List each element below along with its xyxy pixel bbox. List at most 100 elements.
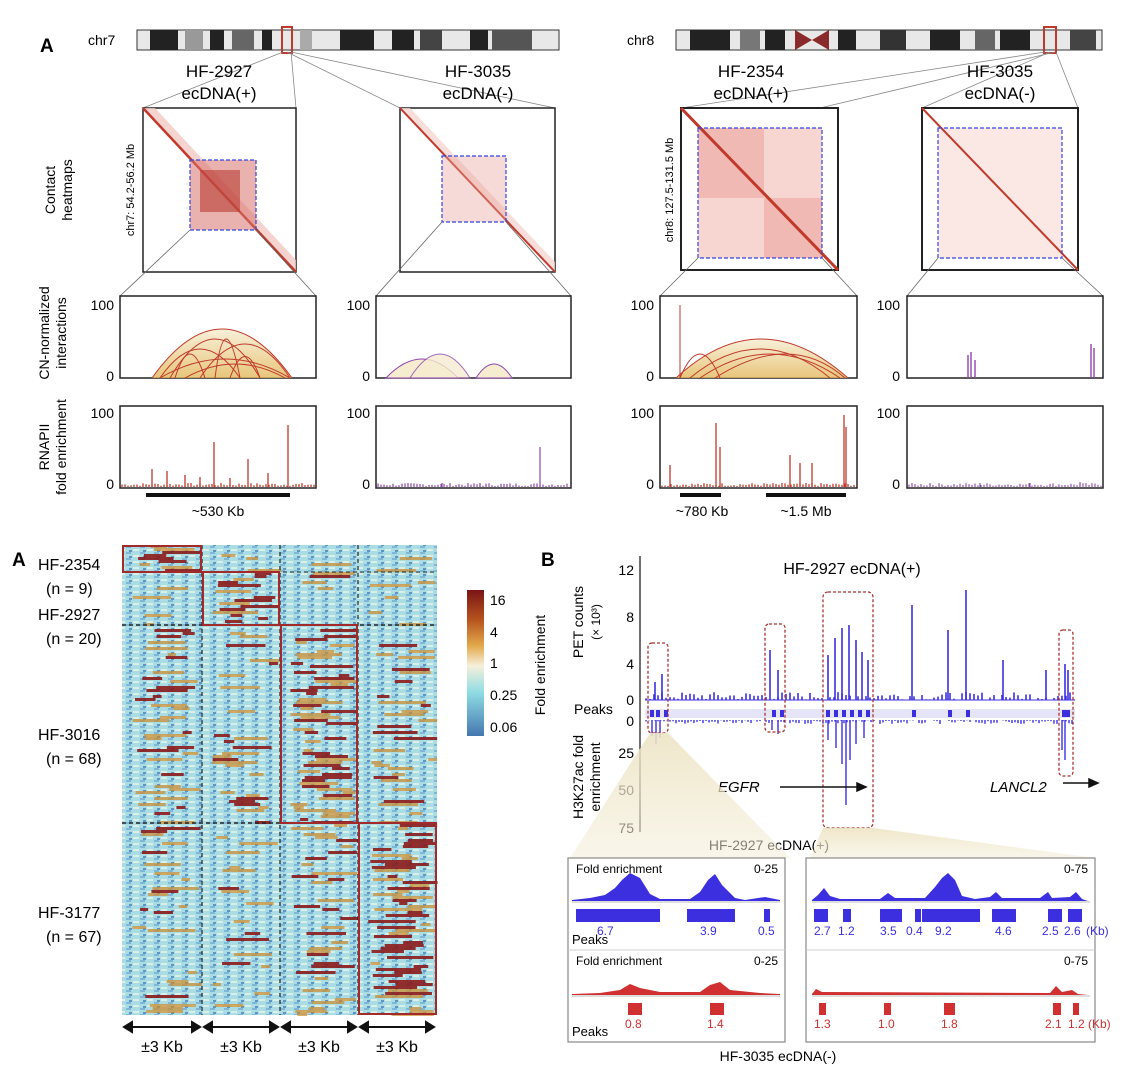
heatmap-cell [323,794,353,797]
peak-mark [948,710,952,717]
heatmap-cell [294,809,336,812]
heatmap-cell [379,644,418,647]
scale-label-780: ~780 Kb [676,503,729,519]
heatmap-cell [304,731,319,734]
zl-peak-1: 6.7 [597,924,614,938]
tick-max-7: 100 [631,405,655,421]
heatmap-cell [387,989,428,992]
heatmap-cell [245,902,274,905]
heatmap-cell [328,851,358,854]
coord-label-chr8: chr8: 127.5-131.5 Mb [664,138,676,243]
heatmap-cell [385,914,430,917]
heatmap-cell [148,641,186,644]
fold-enrichment-legend: 16 4 1 0.25 0.06 Fold enrichment [467,590,548,736]
heatmap-cell [219,602,250,605]
heatmap-cell [176,806,186,809]
heatmap-cell [173,707,190,710]
heatmap-cell [161,842,188,845]
zr-peak-8: 2.6 [1064,924,1081,938]
peaks-main [650,710,1070,717]
heatmap-cell [227,710,255,713]
tick-max-1: 100 [91,297,115,313]
heatmap-cell [295,638,328,641]
zr-unit-bottom: (Kb) [1088,1017,1111,1031]
heatmap-cell [234,803,261,806]
heatmap-cell [296,641,307,644]
heatmap-cell [218,581,238,584]
heatmap-cell [294,719,328,722]
heatmap-cell [311,872,358,875]
zoom-box-right: 0-75 2.7 1.2 3.5 0.4 9.2 4.6 2.5 2.6 (Kb… [805,857,1111,1043]
heatmap-cell [291,875,319,878]
heatmap-cell [332,767,350,770]
heatmap-cell [398,656,435,659]
heatmap-cell [314,836,338,839]
heatmap-cell [161,566,193,569]
heatmap-cell [146,758,183,761]
pet-tick-8: 8 [626,609,634,625]
heatmap-cell [320,815,351,818]
column-labels: ±3 Kb ±3 Kb ±3 Kb ±3 Kb [141,1039,418,1056]
sample-hf2354-status: ecDNA(+) [713,84,788,103]
zr-peak-2: 1.2 [838,924,855,938]
zr-peak-1: 2.7 [814,924,831,938]
zl-red-peak-2: 1.4 [707,1017,724,1031]
heatmap-cell [336,839,360,842]
heatmap-cell [154,872,180,875]
zl-range-bottom: 0-25 [754,954,778,968]
heatmap-cell [165,569,202,572]
heatmap-cell [152,695,162,698]
heatmap-cell [316,788,353,791]
pet-tick-4: 4 [626,656,634,672]
heatmap-cell [328,878,345,881]
heatmap-cell [290,713,331,716]
heatmap-cell [403,842,436,845]
heatmap-cell [225,851,260,854]
heatmap-cell [305,857,327,860]
heatmap-cell [409,884,430,887]
heatmap-cell [146,1010,183,1013]
heatmap-cell [322,812,356,815]
heatmap-cell [324,737,347,740]
tick-min-8: 0 [892,476,900,492]
heatmap-cell [378,803,419,806]
group-hf3016-n: (n = 68) [46,751,102,768]
heatmap-cell [154,797,188,800]
heatmap-cell [395,983,433,986]
heatmap-cell [342,791,356,794]
heatmap-cell [302,785,330,788]
heatmap-cell [143,734,187,737]
heatmap-cell [316,758,356,761]
col-label-1: ±3 Kb [141,1039,183,1056]
heatmap-cell [299,782,339,785]
zr-red-peak-1: 1.3 [814,1017,831,1031]
heatmap-cell [154,629,192,632]
zr-range-bottom: 0-75 [1064,954,1088,968]
tick-max-2: 100 [347,297,371,313]
heatmap-cell [261,965,270,968]
heatmap-cell [310,665,354,668]
heatmap-cell [135,791,166,794]
heatmap-cell [374,764,390,767]
heatmap-cell [316,650,335,653]
sample-hf3035b-status: ecDNA(-) [965,84,1036,103]
heatmap-cell [334,998,356,1001]
peak-mark [1062,710,1066,717]
heatmap-cell [169,788,201,791]
heatmap-cell [290,803,308,806]
tick-max-4: 100 [877,297,901,313]
col-label-4: ±3 Kb [376,1039,418,1056]
heatmap-cell [151,704,188,707]
chr8-ideogram [675,26,1103,54]
pet-ylabel-2: (× 10³) [589,604,603,640]
heatmap-cell [145,737,162,740]
heatmap-cell [306,950,331,953]
heatmap-cell [308,761,343,764]
heatmap-cell [145,647,188,650]
heatmap-cell [407,911,423,914]
panel-a-top-letter: A [40,36,54,57]
h3k27ac-track [645,720,1073,805]
heatmap-cell [253,596,276,599]
heatmap-cell [372,731,418,734]
row-label-interactions-1: CN-normalized [36,286,52,379]
